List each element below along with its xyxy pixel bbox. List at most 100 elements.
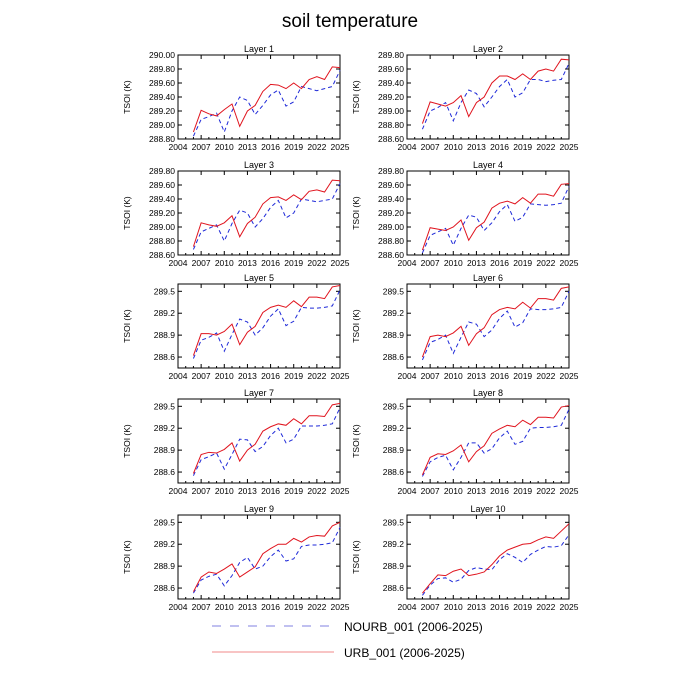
series-line-nourb-001 (192, 183, 341, 250)
y-tick-label: 288.6 (383, 583, 405, 593)
x-tick-label: 2025 (560, 258, 579, 268)
panel-title: Layer 1 (244, 44, 274, 54)
x-tick-label: 2010 (444, 602, 463, 612)
x-tick-label: 2016 (261, 602, 280, 612)
plot-frame (177, 170, 341, 256)
series-line-nourb-001 (421, 291, 570, 361)
y-tick-label: 289.60 (149, 78, 175, 88)
y-axis-label: TSOI (K) (351, 80, 361, 114)
x-tick-label: 2016 (490, 371, 509, 381)
x-tick-label: 2016 (261, 142, 280, 152)
x-tick-label: 2016 (261, 258, 280, 268)
plot-frame (177, 54, 341, 140)
x-tick-label: 2013 (238, 602, 257, 612)
x-tick-label: 2007 (192, 258, 211, 268)
panel-title: Layer 7 (244, 388, 274, 398)
y-tick-label: 289.00 (149, 222, 175, 232)
y-tick-label: 289.2 (383, 423, 405, 433)
x-tick-label: 2019 (513, 602, 532, 612)
series-line-urb-001 (192, 179, 341, 247)
y-axis-label: TSOI (K) (351, 540, 361, 574)
y-tick-label: 289.80 (149, 64, 175, 74)
x-tick-label: 2022 (536, 371, 555, 381)
panel-layer-1: Layer 1 2004 2007 2010 2013 2016 2019 2022 2025 2… (122, 44, 350, 152)
y-tick-label: 289.00 (378, 106, 404, 116)
x-tick-label: 2016 (261, 486, 280, 496)
x-tick-label: 2019 (284, 258, 303, 268)
panel-layer-8: Layer 8 2004 2007 2010 2013 2016 2019 2022 2025 2… (351, 388, 579, 496)
panel-title: Layer 2 (473, 44, 503, 54)
x-tick-label: 2007 (421, 258, 440, 268)
y-tick-label: 289.80 (378, 166, 404, 176)
x-tick-label: 2004 (398, 142, 417, 152)
y-tick-label: 289.2 (383, 539, 405, 549)
x-tick-label: 2013 (238, 258, 257, 268)
y-tick-label: 288.9 (154, 330, 176, 340)
panel-layer-6: Layer 6 2004 2007 2010 2013 2016 2019 2022 2025 2… (351, 273, 579, 381)
x-tick-label: 2004 (169, 258, 188, 268)
y-axis-label: TSOI (K) (351, 309, 361, 343)
x-tick-label: 2022 (307, 142, 326, 152)
plot-frame (177, 398, 341, 484)
plot-frame (406, 170, 570, 256)
figure-title: soil temperature (282, 11, 418, 32)
y-tick-label: 288.80 (149, 236, 175, 246)
y-tick-label: 288.80 (149, 134, 175, 144)
x-tick-label: 2007 (192, 486, 211, 496)
x-tick-label: 2019 (513, 486, 532, 496)
x-tick-label: 2013 (238, 371, 257, 381)
x-tick-label: 2013 (467, 486, 486, 496)
x-tick-label: 2010 (444, 258, 463, 268)
panel-layer-7: Layer 7 2004 2007 2010 2013 2016 2019 2022 2025 2… (122, 388, 350, 496)
x-tick-label: 2013 (467, 142, 486, 152)
x-tick-label: 2019 (284, 486, 303, 496)
panel-grid: Layer 1 2004 2007 2010 2013 2016 2019 2022 2025 2… (122, 44, 579, 612)
panel-title: Layer 4 (473, 160, 503, 170)
x-tick-label: 2013 (467, 371, 486, 381)
x-tick-label: 2019 (284, 371, 303, 381)
y-tick-label: 288.6 (383, 352, 405, 362)
x-tick-label: 2025 (560, 371, 579, 381)
x-tick-label: 2025 (331, 142, 350, 152)
panel-layer-9: Layer 9 2004 2007 2010 2013 2016 2019 2022 2025 2… (122, 504, 350, 612)
x-tick-label: 2007 (192, 142, 211, 152)
y-tick-label: 289.2 (383, 308, 405, 318)
y-tick-label: 288.6 (154, 467, 176, 477)
y-tick-label: 288.60 (149, 250, 175, 260)
y-tick-label: 289.5 (383, 286, 405, 296)
series-line-urb-001 (422, 523, 570, 594)
x-tick-label: 2010 (444, 142, 463, 152)
panel-layer-10: Layer 10 2004 2007 2010 2013 2016 2019 2022 2025… (351, 504, 579, 612)
y-tick-label: 289.60 (378, 64, 404, 74)
x-tick-label: 2004 (398, 258, 417, 268)
y-tick-label: 288.9 (383, 445, 405, 455)
y-tick-label: 288.9 (383, 561, 405, 571)
series-line-nourb-001 (192, 289, 341, 359)
y-tick-label: 290.00 (149, 50, 175, 60)
x-tick-label: 2022 (307, 371, 326, 381)
y-tick-label: 289.20 (378, 208, 404, 218)
x-tick-label: 2016 (490, 486, 509, 496)
x-tick-label: 2019 (513, 371, 532, 381)
x-tick-label: 2022 (536, 486, 555, 496)
x-tick-label: 2022 (307, 258, 326, 268)
y-tick-label: 289.20 (378, 92, 404, 102)
x-tick-label: 2010 (215, 486, 234, 496)
series-line-urb-001 (421, 58, 570, 124)
x-tick-label: 2025 (560, 602, 579, 612)
x-tick-label: 2016 (490, 258, 509, 268)
y-tick-label: 289.5 (154, 401, 176, 411)
x-tick-label: 2010 (215, 371, 234, 381)
y-tick-label: 289.40 (378, 194, 404, 204)
panel-title: Layer 8 (473, 388, 503, 398)
x-tick-label: 2004 (169, 486, 188, 496)
plot-frame (406, 514, 570, 600)
series-line-nourb-001 (421, 409, 570, 477)
series-line-urb-001 (192, 521, 341, 592)
x-tick-label: 2010 (215, 602, 234, 612)
series-line-urb-001 (421, 405, 570, 476)
y-tick-label: 289.2 (154, 308, 176, 318)
x-tick-label: 2019 (513, 142, 532, 152)
x-tick-label: 2019 (284, 602, 303, 612)
panel-title: Layer 3 (244, 160, 274, 170)
